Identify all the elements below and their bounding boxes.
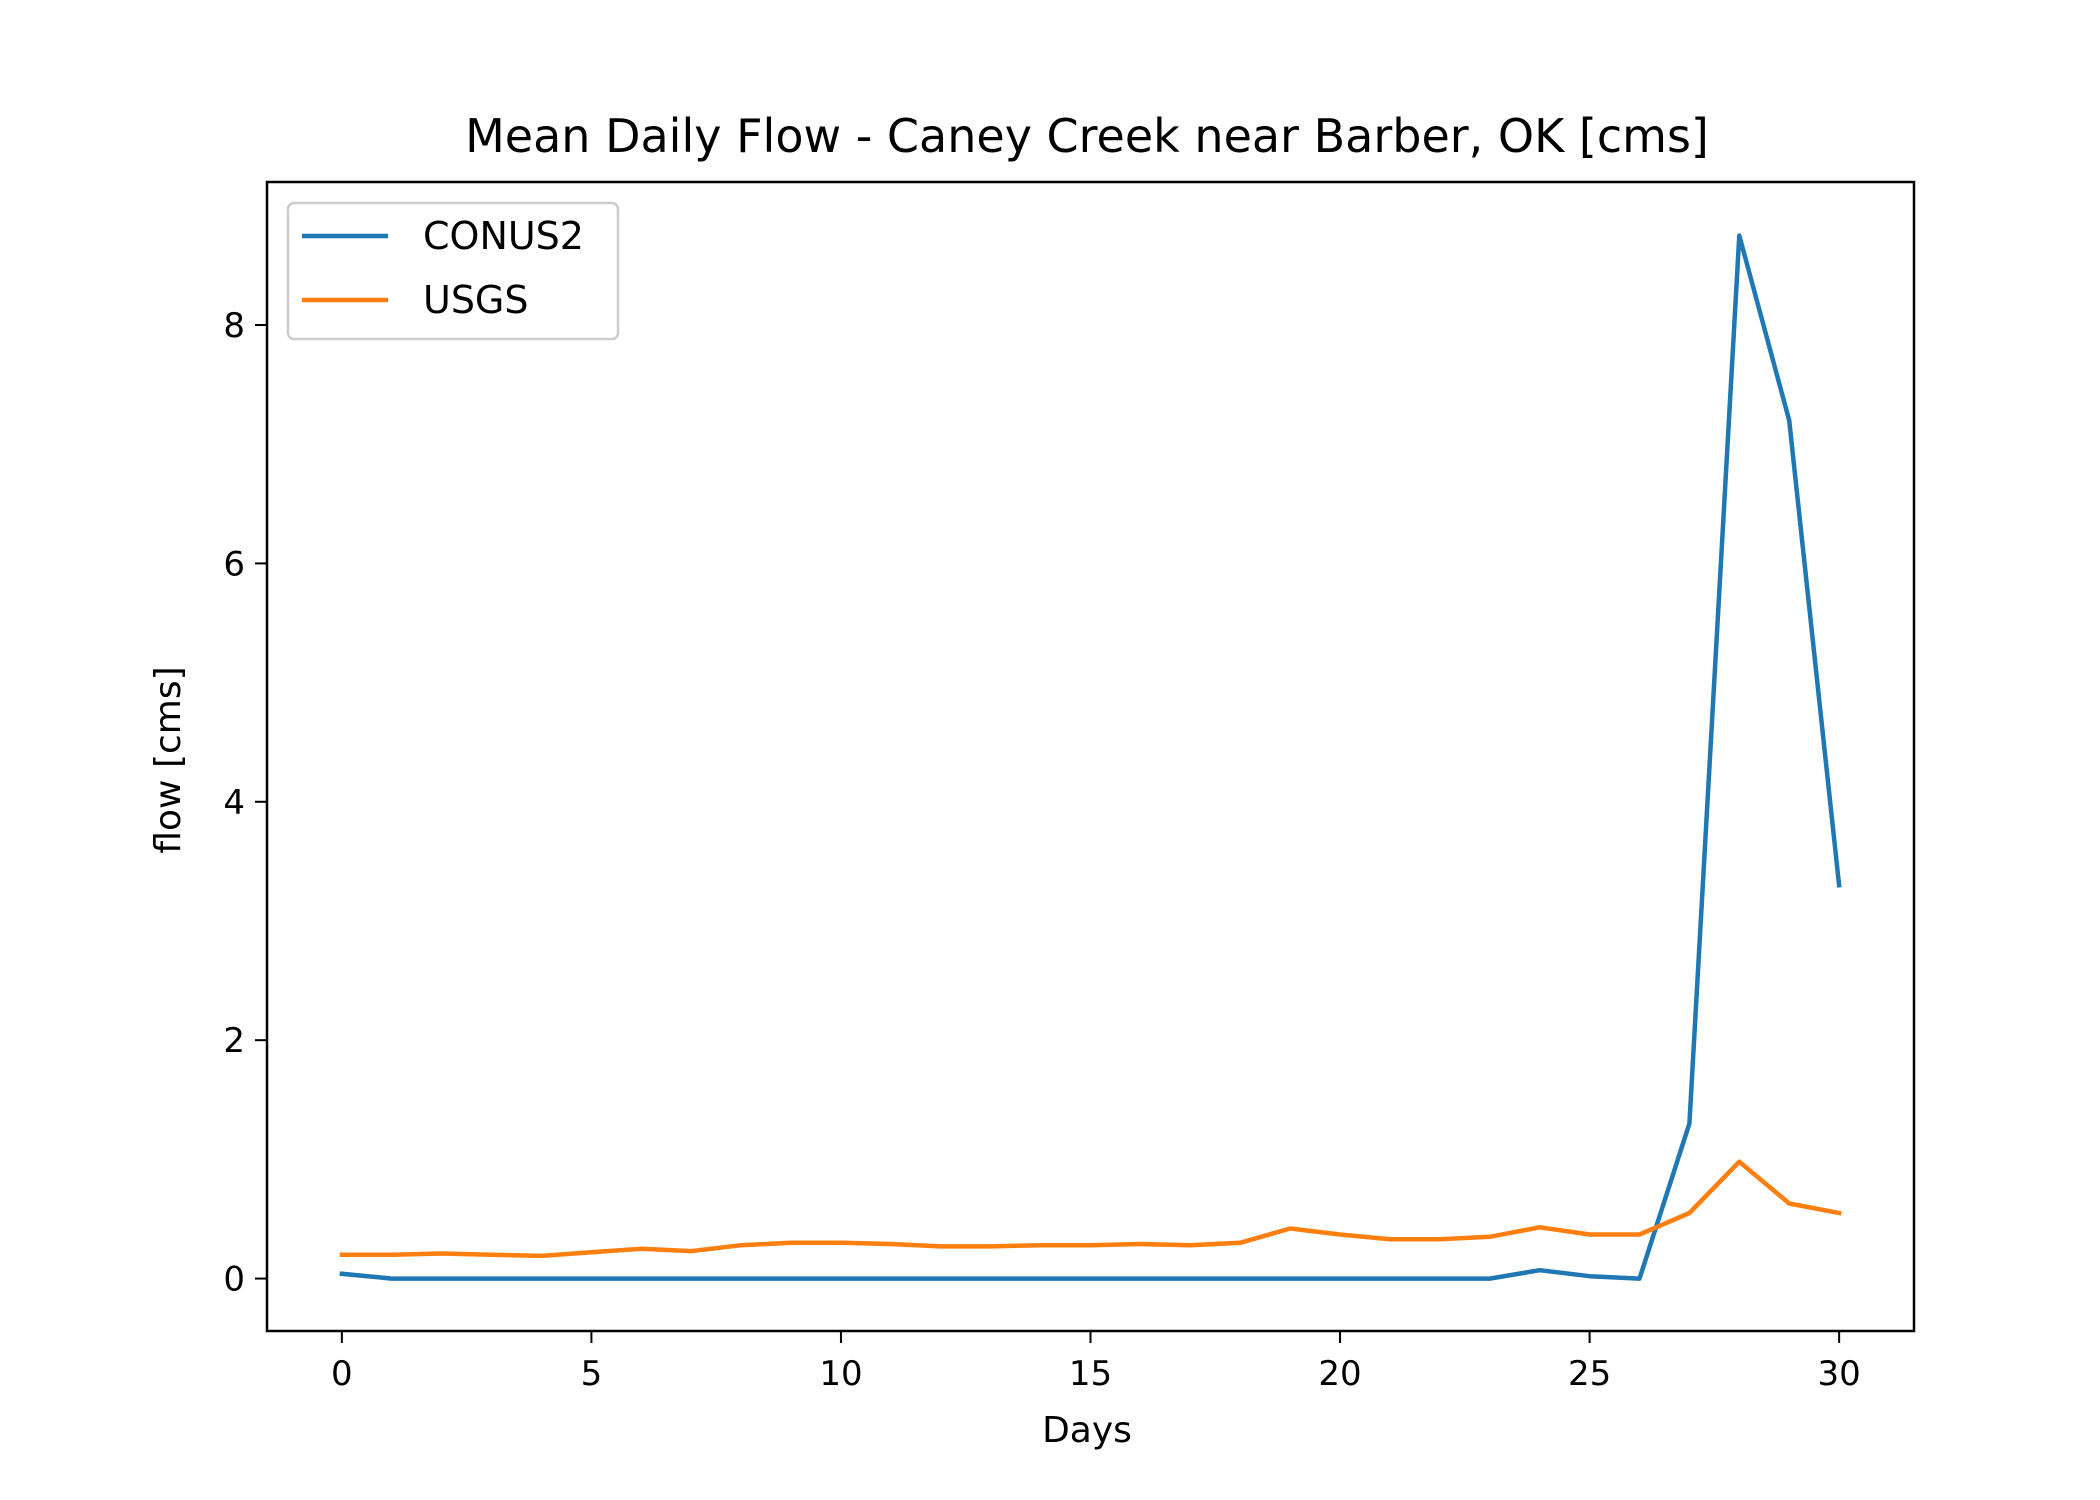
x-tick-label: 15: [1069, 1354, 1112, 1394]
series-layer: [339, 233, 1842, 1281]
x-tick-label: 30: [1818, 1354, 1861, 1394]
y-tick-label: 6: [223, 544, 245, 584]
x-tick-label: 5: [581, 1354, 603, 1394]
y-axis: 0 2 4 6 8: [223, 306, 267, 1300]
y-axis-label: flow [cms]: [148, 666, 189, 853]
x-tick-label: 25: [1568, 1354, 1611, 1394]
legend-label-usgs: USGS: [423, 278, 529, 322]
series-line-usgs: [339, 1159, 1842, 1259]
chart-title: Mean Daily Flow - Caney Creek near Barbe…: [465, 109, 1709, 163]
legend: CONUS2 USGS: [286, 201, 620, 341]
x-tick-label: 10: [819, 1354, 862, 1394]
legend-label-conus2: CONUS2: [423, 214, 584, 258]
x-tick-label: 20: [1318, 1354, 1361, 1394]
y-tick-label: 2: [223, 1021, 245, 1061]
series-line-conus2: [339, 233, 1842, 1281]
x-tick-label: 0: [331, 1354, 353, 1394]
y-tick-label: 8: [223, 306, 245, 346]
y-tick-label: 0: [223, 1260, 245, 1300]
x-axis-label: Days: [1042, 1410, 1132, 1451]
x-axis: 0 5 10 15 20 25 30: [331, 1331, 1861, 1394]
y-tick-label: 4: [223, 783, 245, 823]
